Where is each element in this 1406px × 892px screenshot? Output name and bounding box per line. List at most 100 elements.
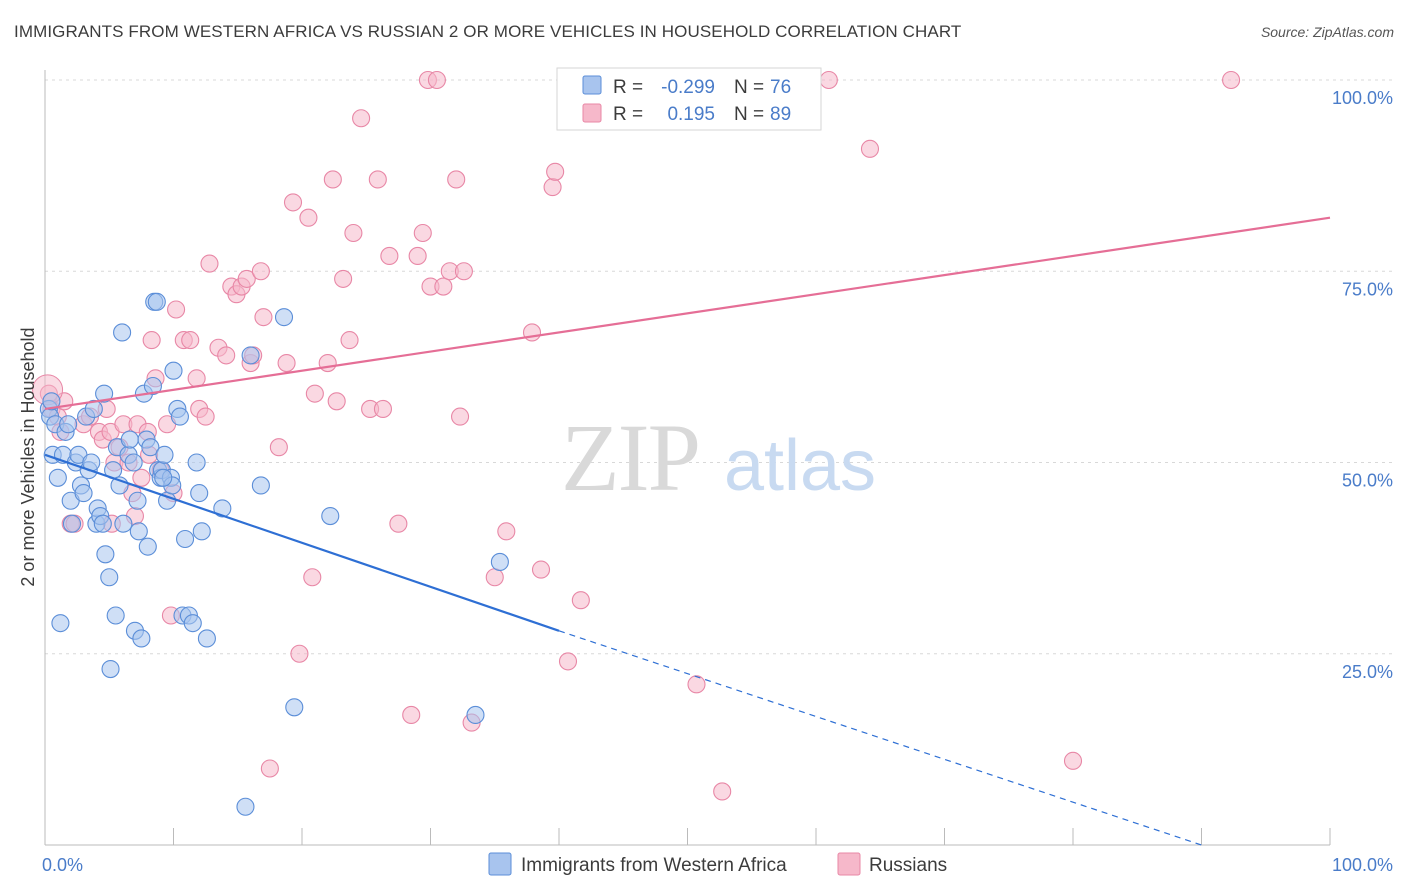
data-point <box>192 522 211 541</box>
data-point <box>114 514 133 533</box>
data-point <box>558 652 578 671</box>
data-point <box>254 308 273 327</box>
legend-swatch-pink <box>582 103 602 123</box>
data-point <box>129 522 148 541</box>
data-point <box>269 438 288 457</box>
watermark-zip: ZIP <box>561 404 699 511</box>
data-point <box>451 407 470 426</box>
data-point <box>251 476 270 495</box>
data-point <box>95 384 114 403</box>
data-point <box>531 560 551 579</box>
data-point <box>466 705 485 725</box>
data-point <box>434 277 453 296</box>
series-legend-swatch-blue <box>488 852 512 876</box>
data-point <box>217 346 236 365</box>
legend-r-value-2: 0.195 <box>667 104 715 125</box>
data-point <box>490 552 509 572</box>
data-point <box>100 568 119 587</box>
data-point <box>74 484 93 503</box>
data-point <box>154 468 173 487</box>
data-point <box>181 331 200 350</box>
data-point <box>334 269 353 288</box>
data-point <box>283 193 303 212</box>
data-point <box>318 353 337 373</box>
data-point <box>285 698 304 717</box>
data-point <box>164 361 183 380</box>
stats-legend: R = -0.299 N = 76 R = 0.195 N = 89 <box>556 67 822 131</box>
data-point <box>141 438 160 457</box>
data-point <box>413 223 432 243</box>
data-point <box>176 529 195 549</box>
data-point <box>1222 70 1241 90</box>
data-point <box>101 659 120 679</box>
trend-lines <box>44 216 1331 846</box>
y-tick-labels: 25.0% 50.0% 75.0% 100.0% <box>1332 88 1393 682</box>
western-africa-points <box>39 292 509 816</box>
series-legend-swatch-pink <box>837 852 861 876</box>
data-point <box>138 537 157 556</box>
data-point <box>113 323 132 342</box>
y-tick-label: 25.0% <box>1342 662 1393 682</box>
data-point <box>1063 751 1083 770</box>
data-point <box>93 514 112 533</box>
data-point <box>120 430 139 449</box>
series-legend-label-pink: Russians <box>869 855 947 876</box>
data-point <box>237 269 256 288</box>
trend-line-russians <box>44 216 1331 411</box>
data-point <box>546 162 565 181</box>
data-point <box>236 797 255 816</box>
data-point <box>128 491 147 510</box>
data-point <box>447 170 466 189</box>
legend-r-label-1: R = <box>613 77 643 98</box>
legend-n-label-2: N = <box>734 104 764 125</box>
data-point <box>84 399 103 419</box>
data-point <box>200 254 219 273</box>
data-point <box>143 376 162 396</box>
data-point <box>132 468 151 487</box>
y-tick-label: 50.0% <box>1342 471 1393 491</box>
legend-n-value-2: 89 <box>770 104 791 125</box>
data-point <box>299 208 318 227</box>
legend-n-value-1: 76 <box>770 77 791 98</box>
data-point <box>190 484 209 503</box>
trend-line-western-africa <box>44 453 560 632</box>
data-point <box>196 407 215 426</box>
data-point <box>155 445 174 464</box>
data-point <box>124 453 143 472</box>
data-point <box>352 109 371 128</box>
data-point <box>497 522 516 541</box>
data-point <box>321 506 340 526</box>
data-point <box>819 70 838 90</box>
axes <box>44 70 1331 846</box>
data-point <box>251 262 270 281</box>
source-label: Source: ZipAtlas.com <box>1260 24 1394 40</box>
data-point <box>167 300 186 319</box>
data-point <box>305 384 324 403</box>
data-point <box>368 170 387 189</box>
x-tick-labels: 0.0% 100.0% <box>42 855 1393 875</box>
data-point <box>51 614 70 633</box>
data-point <box>48 468 67 487</box>
legend-r-label-2: R = <box>613 104 643 125</box>
data-point <box>380 246 399 265</box>
data-point <box>59 415 78 434</box>
data-point <box>485 568 504 587</box>
y-tick-label: 75.0% <box>1342 279 1393 299</box>
legend-r-value-1: -0.299 <box>661 77 715 98</box>
data-point <box>402 705 421 725</box>
data-point <box>96 545 115 564</box>
series-legend: Immigrants from Western Africa Russians <box>488 852 947 876</box>
data-point <box>340 331 359 350</box>
data-point <box>42 392 61 411</box>
y-tick-label: 100.0% <box>1332 88 1393 108</box>
watermark-atlas: atlas <box>724 426 876 506</box>
data-point <box>454 262 473 281</box>
data-point <box>303 568 322 587</box>
data-point <box>687 675 706 694</box>
data-point <box>290 644 309 663</box>
data-point <box>62 514 82 533</box>
data-point <box>187 453 206 472</box>
data-point <box>170 407 189 426</box>
data-point <box>241 346 260 365</box>
